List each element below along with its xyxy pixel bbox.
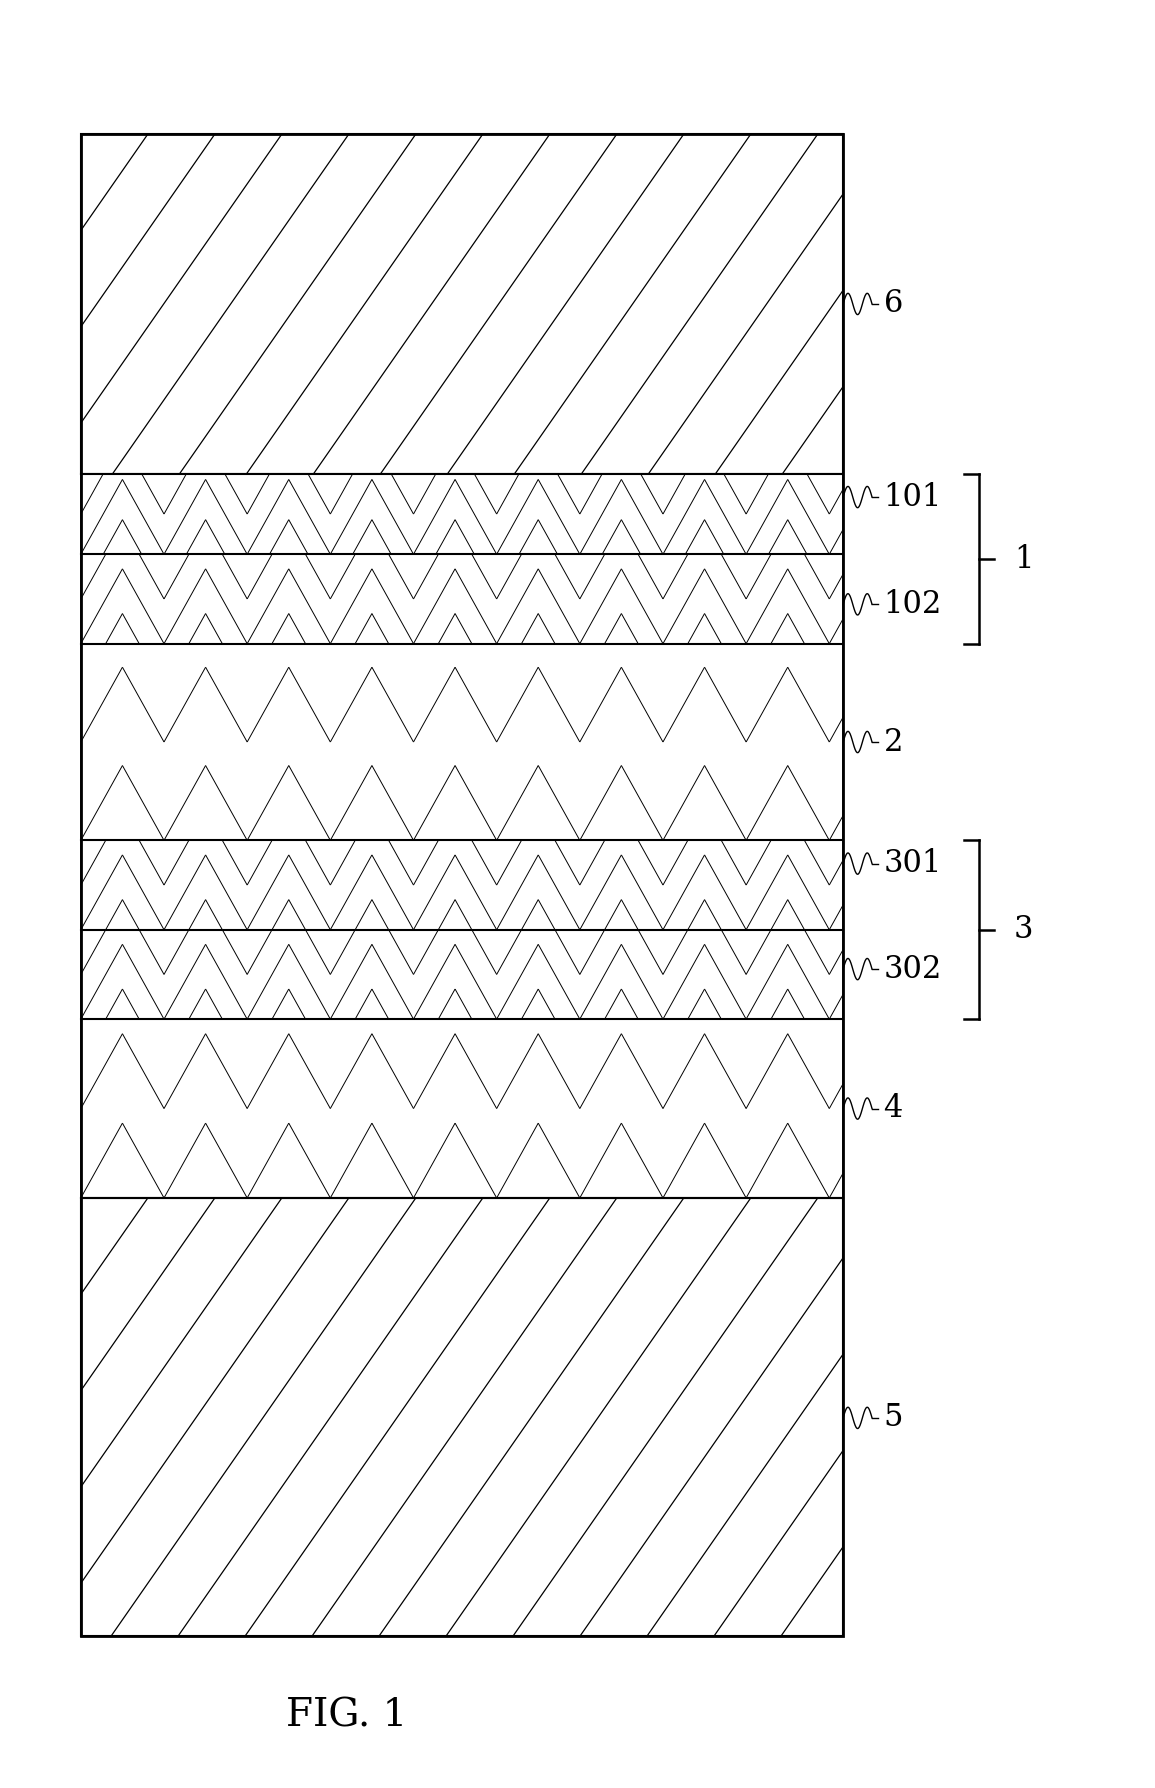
Text: 5: 5 [884,1402,903,1434]
Bar [81,134,843,1636]
Bar [81,1198,843,1636]
Bar [81,644,843,840]
Bar [81,134,843,474]
Text: 4: 4 [884,1092,903,1125]
Text: FIG. 1: FIG. 1 [286,1699,407,1734]
Text: 6: 6 [884,288,903,320]
Text: 101: 101 [884,481,942,513]
Bar [81,1198,843,1636]
Bar [81,840,843,930]
Text: 2: 2 [884,726,903,758]
Text: 102: 102 [884,588,942,620]
Bar [81,554,843,644]
Text: 3: 3 [1014,914,1034,946]
Text: 1: 1 [1014,544,1034,576]
Text: 302: 302 [884,953,942,985]
Bar [81,134,843,474]
Bar [81,474,843,554]
Text: 301: 301 [884,848,942,880]
Bar [81,1019,843,1198]
Bar [81,930,843,1019]
